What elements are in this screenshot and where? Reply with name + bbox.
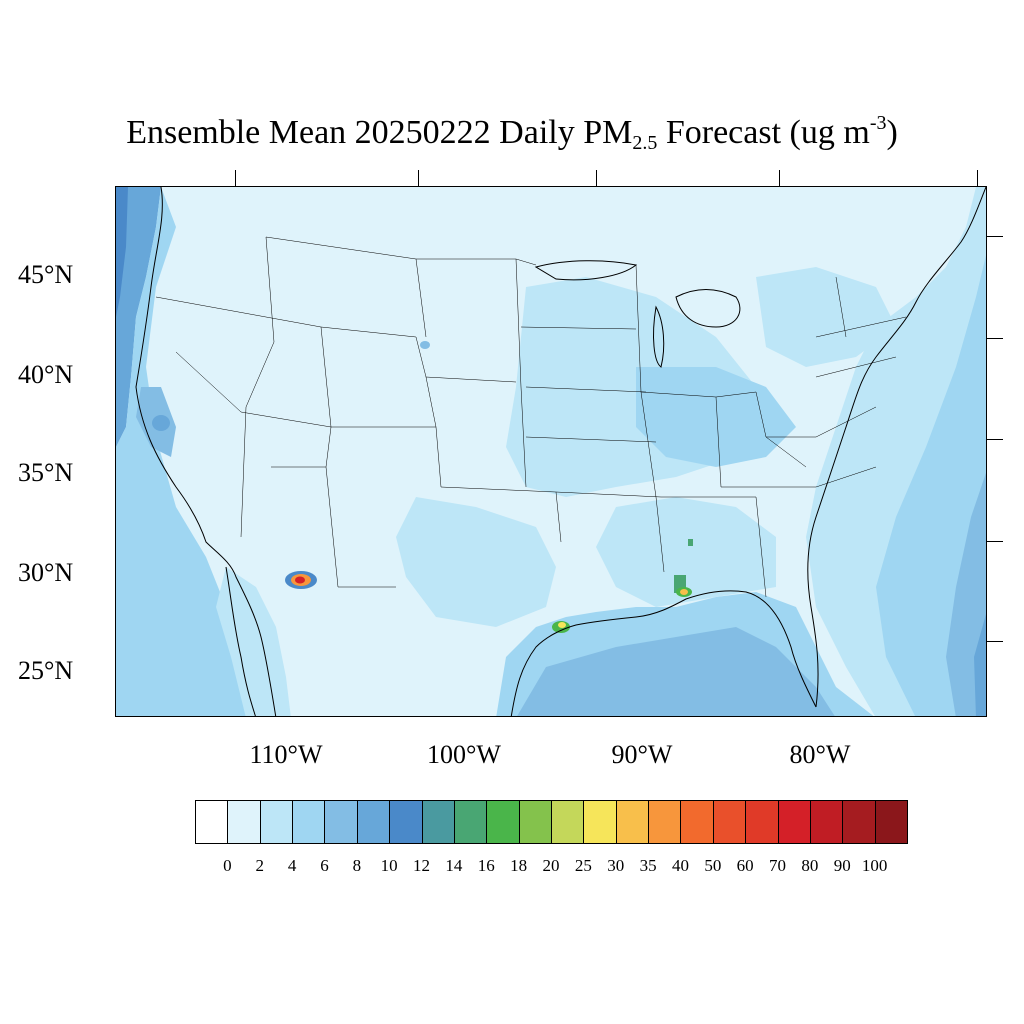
colorbar-label: 20: [542, 856, 560, 875]
hotspot-denver: [420, 341, 430, 349]
colorbar-swatch: [583, 800, 617, 844]
colorbar-swatch: [486, 800, 520, 844]
lake-michigan: [653, 305, 665, 368]
colorbar-label: 25: [574, 856, 592, 875]
top-tick: [596, 170, 597, 186]
colorbar-swatch: [874, 800, 908, 844]
lat-label-25: 25°N: [18, 656, 74, 685]
colorbar-swatch: [227, 800, 261, 844]
colorbar-swatch: [712, 800, 747, 844]
state-boundaries: [155, 236, 907, 598]
colorbar-swatch: [292, 800, 326, 844]
title-units: Forecast (ug m: [657, 114, 870, 151]
colorbar-label: 0: [223, 856, 232, 875]
lat-label-45: 45°N: [18, 260, 74, 289]
texas-field: [396, 497, 556, 627]
colorbar-label: 30: [607, 856, 625, 875]
colorbar-label: 4: [287, 856, 297, 875]
lon-label-100: 100°W: [427, 740, 501, 769]
colorbar-swatch: [648, 800, 682, 844]
colorbar-label: 90: [833, 856, 851, 875]
colorbar-swatch: [518, 800, 552, 844]
right-tick: [987, 541, 1003, 542]
title-superscript: -3: [869, 112, 887, 134]
right-tick: [987, 338, 1003, 339]
colorbar-swatch: [389, 800, 423, 844]
gulf-deep-field: [517, 627, 835, 716]
colorbar-swatch: [421, 800, 455, 844]
baja-coastline: [225, 566, 256, 716]
lon-label-90: 90°W: [611, 740, 673, 769]
colorbar: [195, 800, 908, 844]
colorbar-swatch: [745, 800, 779, 844]
colorbar-swatch: [777, 800, 811, 844]
gulf-of-california-field: [216, 567, 291, 716]
colorbar-swatch: [551, 800, 585, 844]
pacific-ocean-field: [116, 187, 161, 447]
gulf-coastline: [510, 590, 817, 716]
colorbar-swatch: [324, 800, 358, 844]
title-main: Ensemble Mean 20250222 Daily PM: [126, 114, 633, 151]
colorbar-label: 50: [704, 856, 722, 875]
title-subscript: 2.5: [632, 132, 658, 154]
colorbar-label: 16: [477, 856, 495, 875]
pm25-map[interactable]: [115, 186, 987, 717]
colorbar-swatch: [615, 800, 650, 844]
top-tick: [977, 170, 978, 186]
pacific-ocean-field-outer: [116, 187, 128, 317]
atlantic-edge: [974, 614, 986, 716]
colorbar-label: 70: [769, 856, 787, 875]
right-tick: [987, 439, 1003, 440]
lon-label-110: 110°W: [249, 740, 323, 769]
colorbar-label: 60: [736, 856, 754, 875]
colorbar-label: 8: [352, 856, 362, 875]
southeast-field: [596, 497, 776, 607]
right-tick: [987, 236, 1003, 237]
colorbar-label: 14: [445, 856, 463, 875]
colorbar-label: 100: [861, 856, 888, 875]
northeast-field: [756, 267, 896, 367]
top-tick: [418, 170, 419, 186]
hotspot-houston-core: [558, 622, 566, 628]
hotspot-mobile-core: [680, 589, 688, 595]
colorbar-label: 12: [413, 856, 431, 875]
map-title: Ensemble Mean 20250222 Daily PM2.5 Forec…: [0, 112, 1024, 155]
lat-label-40: 40°N: [18, 360, 74, 389]
colorbar-label: 18: [510, 856, 528, 875]
lon-label-80: 80°W: [789, 740, 851, 769]
colorbar-swatch: [842, 800, 876, 844]
coastline-group: [135, 187, 986, 716]
hotspot-arizona-core: [295, 576, 305, 584]
lat-label-30: 30°N: [18, 558, 74, 587]
colorbar-swatch: [356, 800, 391, 844]
colorbar-label: 35: [639, 856, 657, 875]
pacific-coastal-band: [116, 187, 266, 716]
colorbar-swatch: [453, 800, 488, 844]
atlantic-coastline: [807, 187, 986, 708]
hotspot-alabama: [688, 539, 693, 546]
colorbar-label: 40: [671, 856, 689, 875]
colorbar-label: 2: [255, 856, 264, 875]
hotspot-la: [152, 415, 170, 431]
top-tick: [779, 170, 780, 186]
great-lakes: [675, 289, 741, 328]
colorbar-swatch: [680, 800, 714, 844]
right-tick: [987, 641, 1003, 642]
colorbar-swatch: [259, 800, 294, 844]
colorbar-swatch: [809, 800, 844, 844]
colorbar-swatch: [195, 800, 229, 844]
colorbar-label: 6: [320, 856, 329, 875]
colorbar-label: 80: [801, 856, 819, 875]
west-coastline: [135, 187, 277, 716]
title-close: ): [886, 114, 898, 151]
lat-label-35: 35°N: [18, 458, 74, 487]
colorbar-label: 10: [380, 856, 398, 875]
top-tick: [235, 170, 236, 186]
